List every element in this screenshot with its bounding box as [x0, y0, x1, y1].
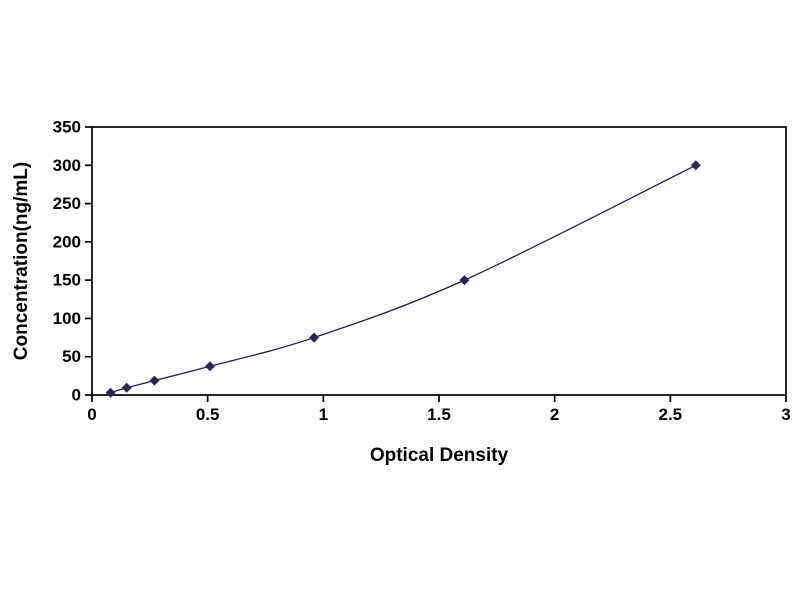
data-point-marker: [459, 275, 470, 286]
data-point-marker: [121, 382, 132, 393]
x-tick-label: 1.5: [427, 405, 451, 424]
x-tick-label: 1: [319, 405, 328, 424]
data-point-marker: [690, 160, 701, 171]
data-point-marker: [105, 387, 116, 398]
x-tick-label: 2.5: [659, 405, 683, 424]
y-tick-label: 150: [53, 271, 81, 290]
y-tick-label: 200: [53, 232, 81, 251]
y-axis-title: Concentration(ng/mL): [11, 161, 32, 361]
y-tick-label: 300: [53, 156, 81, 175]
data-point-marker: [309, 332, 320, 343]
x-tick-label: 2: [550, 405, 559, 424]
x-tick-label: 0: [87, 405, 96, 424]
curve-line: [110, 164, 697, 394]
x-tick-label: 0.5: [196, 405, 220, 424]
y-tick-label: 0: [72, 386, 81, 405]
y-tick-label: 350: [53, 118, 81, 137]
data-point-marker: [149, 375, 160, 386]
y-tick-label: 50: [62, 347, 81, 366]
x-axis-title: Optical Density: [369, 445, 509, 466]
plot-border: [91, 126, 787, 396]
y-tick-label: 100: [53, 309, 81, 328]
x-tick-label: 3: [781, 405, 790, 424]
y-tick-label: 250: [53, 194, 81, 213]
data-point-marker: [204, 361, 215, 372]
